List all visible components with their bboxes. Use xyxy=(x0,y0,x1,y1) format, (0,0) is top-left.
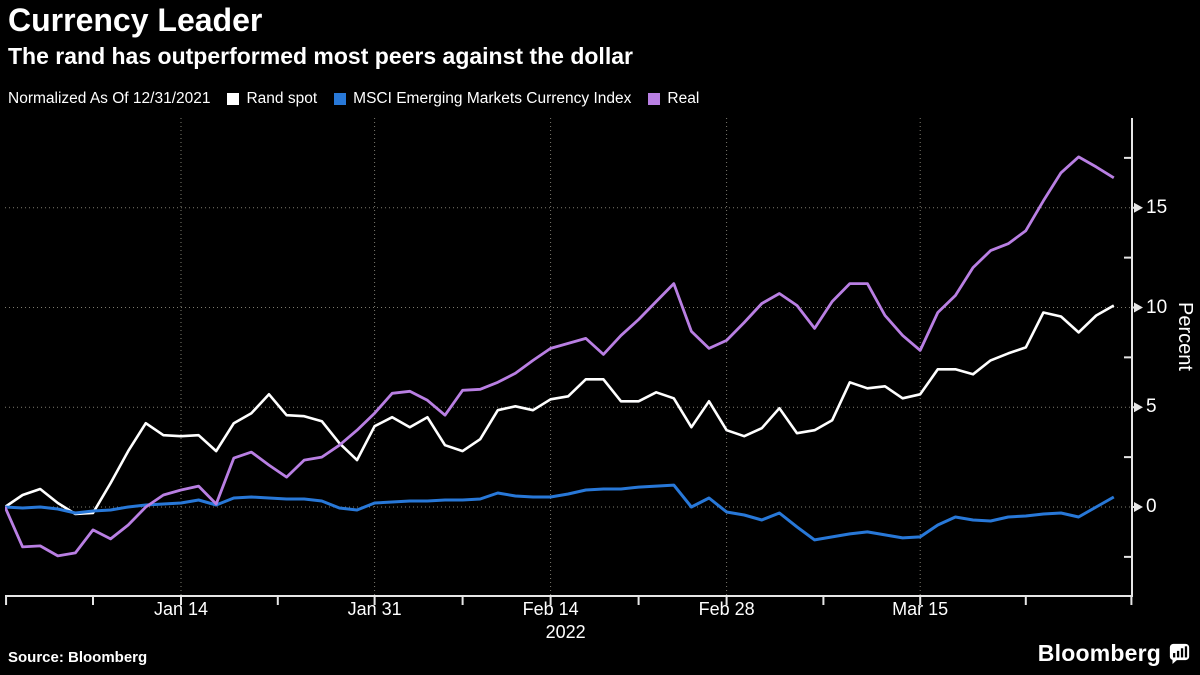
legend-item: Rand spot xyxy=(227,90,317,108)
y-tick-arrow-icon xyxy=(1134,402,1143,413)
bloomberg-logo: Bloomberg xyxy=(1038,640,1190,667)
legend-swatch-icon xyxy=(227,93,240,105)
y-axis-title: Percent xyxy=(1174,302,1196,371)
y-tick-arrow-icon xyxy=(1134,502,1143,512)
series-line-msci-emerging-markets-currency-index xyxy=(4,483,1115,542)
legend-swatch-icon xyxy=(648,93,661,105)
series-line-real xyxy=(3,155,1115,558)
x-axis-tick-label: Jan 14 xyxy=(153,599,209,619)
page-subtitle: The rand has outperformed most peers aga… xyxy=(8,43,633,69)
page-title: Currency Leader xyxy=(8,2,263,38)
x-axis-tick-label: Jan 31 xyxy=(347,599,402,619)
bloomberg-logo-text: Bloomberg xyxy=(1037,640,1161,666)
y-axis-tick-label: 0 xyxy=(1146,496,1157,517)
x-axis-tick-label: Mar 15 xyxy=(892,599,949,619)
series-line-rand-spot xyxy=(4,304,1115,516)
legend-item: Real xyxy=(648,90,699,108)
legend-note: Normalized As Of 12/31/2021 xyxy=(8,90,211,107)
legend-label: Rand spot xyxy=(246,90,318,107)
legend-label: Real xyxy=(667,90,700,107)
x-axis-tick-label: Feb 28 xyxy=(698,599,755,619)
y-axis-tick-label: 15 xyxy=(1146,196,1168,218)
x-axis-tick-label: Feb 14 xyxy=(522,599,579,619)
legend-label: MSCI Emerging Markets Currency Index xyxy=(353,90,632,107)
y-axis-tick-label: 5 xyxy=(1146,396,1157,418)
x-axis-year-label: 2022 xyxy=(545,622,586,642)
legend-swatch-icon xyxy=(334,93,347,105)
legend-item: MSCI Emerging Markets Currency Index xyxy=(334,90,631,108)
y-axis-tick-label: 10 xyxy=(1146,296,1168,318)
plot-area xyxy=(3,118,1145,610)
source-text: Source: Bloomberg xyxy=(8,649,148,666)
y-tick-arrow-icon xyxy=(1134,302,1143,313)
y-tick-arrow-icon xyxy=(1134,202,1143,213)
line-chart xyxy=(3,118,1143,605)
legend: Normalized As Of 12/31/2021 Rand spot MSC… xyxy=(8,90,699,108)
bloomberg-bubble-bars-icon xyxy=(1169,643,1190,664)
